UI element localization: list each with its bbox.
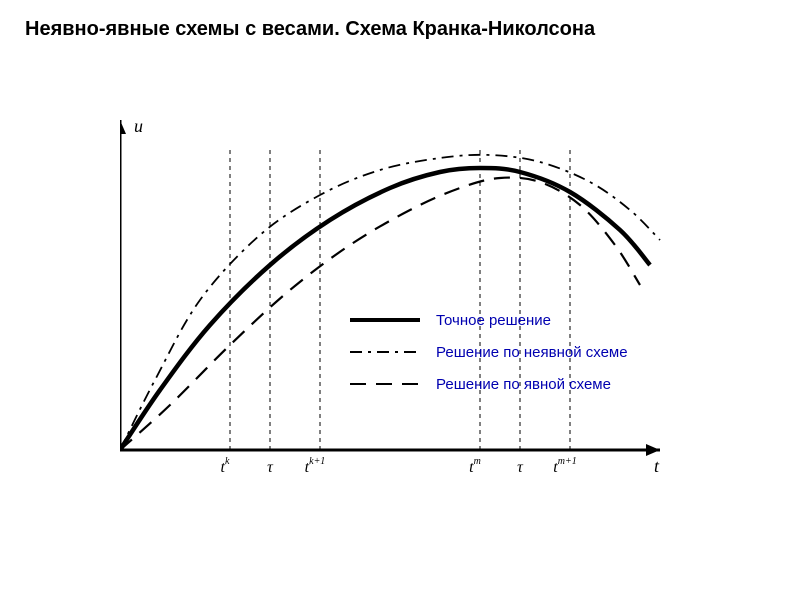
tick-label: τ	[267, 459, 274, 476]
tick-label: tk+1	[305, 456, 326, 476]
legend-label-implicit: Решение по неявной схеме	[436, 344, 628, 361]
series-explicit	[120, 178, 640, 450]
page-title: Неявно-явные схемы с весами. Схема Кранк…	[25, 18, 595, 41]
legend-label-exact: Точное решение	[436, 312, 551, 329]
tick-label: tm+1	[553, 456, 576, 476]
tick-label: tm	[469, 456, 481, 476]
line-chart: u t tk τ tk+1 tm τ tm+1 Точное решение Решение по…	[120, 110, 680, 480]
tick-label: τ	[517, 459, 524, 476]
tick-label: tk	[221, 456, 230, 476]
chart-container: u t tk τ tk+1 tm τ tm+1 Точное решение Решение по…	[120, 110, 680, 480]
x-axis-arrow	[646, 444, 660, 456]
x-axis-label: t	[654, 456, 660, 476]
y-axis-label: u	[134, 116, 143, 136]
legend-label-explicit: Решение по явной схеме	[436, 376, 611, 393]
